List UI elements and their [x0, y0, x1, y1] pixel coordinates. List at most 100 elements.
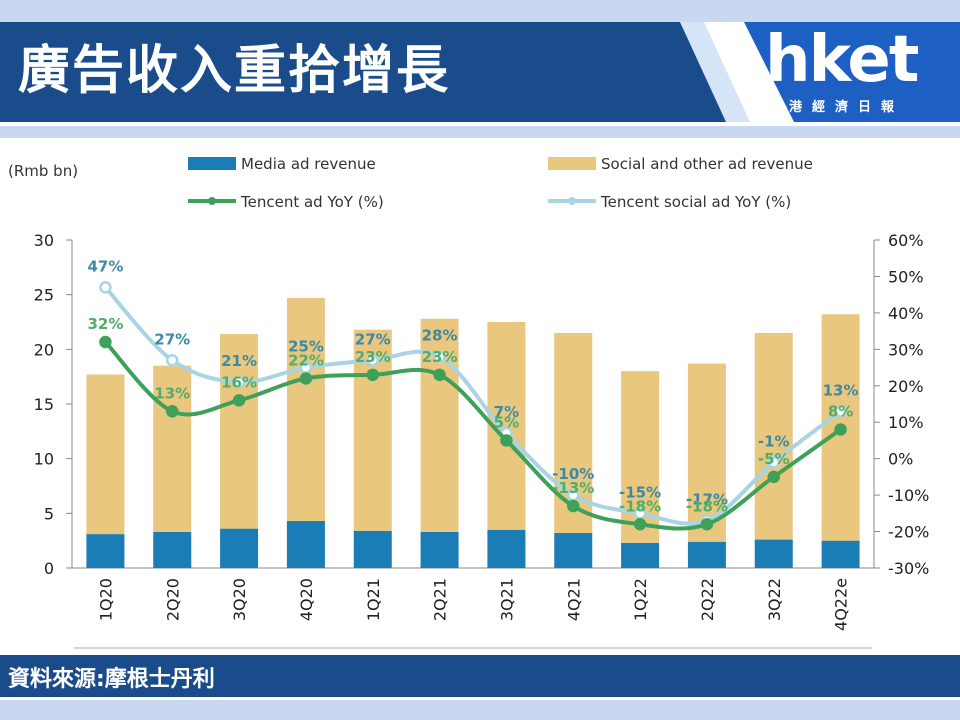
media-ad-bar	[220, 528, 259, 568]
social-ad-bar	[754, 332, 793, 540]
tencent-yoy-data-label: 23%	[422, 348, 458, 366]
tencent-yoy-point	[232, 394, 246, 407]
media-ad-bar	[86, 534, 125, 568]
right-tick-label: 20%	[888, 377, 924, 396]
media-ad-bar	[621, 542, 660, 568]
media-ad-bar	[420, 531, 459, 568]
tencent-yoy-data-label: -5%	[758, 450, 790, 468]
social-yoy-point	[166, 354, 179, 367]
media-ad-bar	[487, 529, 526, 568]
x-tick-label: 3Q20	[230, 578, 249, 621]
chart-lines: 47% 27% 21% 25% 27% 28% 7% -10% -15% -17% -1% 13% 32…	[87, 257, 859, 531]
social-yoy-point	[767, 456, 780, 469]
tencent-yoy-point	[433, 368, 446, 382]
x-tick-label: 2Q21	[431, 578, 450, 621]
x-tick-label: 3Q21	[497, 578, 516, 621]
tencent-yoy-point	[567, 499, 580, 513]
x-axis-labels: 1Q20 2Q20 3Q20 4Q20 1Q21 2Q21 3Q21 4Q21 1Q22 2Q22…	[96, 578, 850, 631]
right-tick-label: -10%	[888, 486, 929, 505]
left-tick-label: 5	[44, 504, 54, 523]
page-title: 廣告收入重拾增長	[18, 41, 451, 101]
right-tick-label: 10%	[888, 413, 924, 432]
header: 廣告收入重拾增長 hket 香港經濟日報	[0, 22, 960, 122]
chart-legend: Media ad revenue Social and other ad rev…	[188, 155, 813, 211]
media-ad-bar	[687, 541, 726, 568]
title-band	[0, 22, 730, 122]
right-tick-label: 0%	[888, 450, 913, 469]
legend-label-tencent-yoy: Tencent ad YoY (%)	[240, 193, 384, 211]
right-tick-label: -20%	[888, 523, 929, 542]
separator	[0, 126, 960, 138]
social-yoy-data-label: -1%	[758, 432, 790, 450]
social-yoy-data-label: 13%	[823, 381, 859, 399]
x-tick-label: 4Q21	[564, 578, 583, 621]
social-yoy-point	[366, 354, 379, 367]
x-tick-label: 2Q22	[698, 578, 717, 621]
logo-subtitle: 香港經濟日報	[766, 100, 905, 115]
social-yoy-data-label: 27%	[355, 330, 391, 348]
tencent-yoy-point	[700, 518, 714, 531]
x-tick-label: 2Q20	[163, 578, 182, 621]
social-yoy-point	[232, 375, 246, 389]
chart-axes: 0 5 10 15 20 25 30 -30% -20% -10% 0% 10% 20% 30% 40% 50…	[34, 231, 929, 649]
social-yoy-data-label: 25%	[288, 338, 324, 356]
tencent-yoy-data-label: -18%	[686, 497, 728, 515]
tencent-yoy-point	[500, 434, 513, 447]
social-ad-bar	[286, 297, 325, 521]
chart-bars	[86, 297, 860, 568]
media-ad-bar	[821, 540, 860, 568]
tencent-yoy-point	[633, 518, 647, 531]
social-yoy-data-label: -17%	[686, 491, 728, 509]
x-tick-label: 1Q21	[364, 578, 383, 621]
right-tick-label: 50%	[888, 267, 924, 286]
media-ad-bar	[754, 539, 793, 568]
tencent-yoy-point	[99, 335, 112, 349]
x-tick-label: 4Q20	[297, 578, 316, 621]
social-yoy-data-label: 21%	[221, 352, 257, 370]
bottom-strip	[0, 700, 960, 720]
tencent-yoy-data-label: -18%	[619, 497, 661, 515]
tencent-yoy-point	[767, 470, 780, 484]
x-tick-label: 1Q22	[631, 578, 650, 621]
tencent-yoy-point	[366, 368, 379, 382]
ad-revenue-chart: (Rmb bn) Media ad revenue Social and oth…	[8, 155, 929, 649]
top-strip	[0, 0, 960, 22]
social-yoy-point	[99, 281, 112, 294]
social-ad-bar	[153, 365, 192, 532]
tencent-yoy-data-label: 5%	[494, 413, 519, 431]
right-tick-label: 30%	[888, 340, 924, 359]
social-yoy-data-label: -10%	[552, 465, 594, 483]
left-tick-label: 0	[44, 559, 54, 578]
right-tick-label: -30%	[888, 559, 929, 578]
media-ad-bar	[554, 533, 593, 568]
tencent-yoy-data-label: 8%	[828, 403, 853, 421]
x-tick-label: 4Q22e	[832, 578, 851, 631]
social-yoy-data-label: 27%	[154, 330, 190, 348]
social-yoy-data-label: -15%	[619, 483, 661, 501]
media-ad-bar	[286, 520, 325, 568]
hket-logo[interactable]: hket	[765, 23, 919, 97]
tencent-yoy-data-label: 32%	[87, 315, 123, 333]
social-ad-bar	[86, 374, 125, 535]
left-tick-label: 25	[34, 286, 54, 305]
tencent-yoy-data-label: -13%	[552, 479, 594, 497]
tencent-yoy-data-label: 23%	[355, 348, 391, 366]
social-yoy-point	[834, 405, 847, 418]
right-tick-label: 60%	[888, 231, 924, 250]
social-yoy-data-label: 28%	[422, 327, 458, 345]
tencent-yoy-data-label: 16%	[221, 373, 257, 391]
left-tick-label: 30	[34, 231, 54, 250]
legend-swatch-social	[548, 157, 596, 170]
legend-label-media: Media ad revenue	[241, 155, 376, 173]
legend-label-social: Social and other ad revenue	[601, 155, 813, 173]
footer: 資料來源:摩根士丹利	[0, 655, 960, 697]
left-tick-label: 10	[34, 450, 54, 469]
left-tick-label: 15	[34, 395, 54, 414]
left-tick-label: 20	[34, 340, 54, 359]
x-tick-label: 3Q22	[765, 578, 784, 621]
legend-marker-social-yoy	[568, 197, 576, 205]
tencent-yoy-data-label: 13%	[154, 384, 190, 402]
unit-label: (Rmb bn)	[8, 162, 78, 180]
tencent-yoy-point	[299, 372, 313, 385]
legend-marker-tencent	[208, 197, 216, 205]
